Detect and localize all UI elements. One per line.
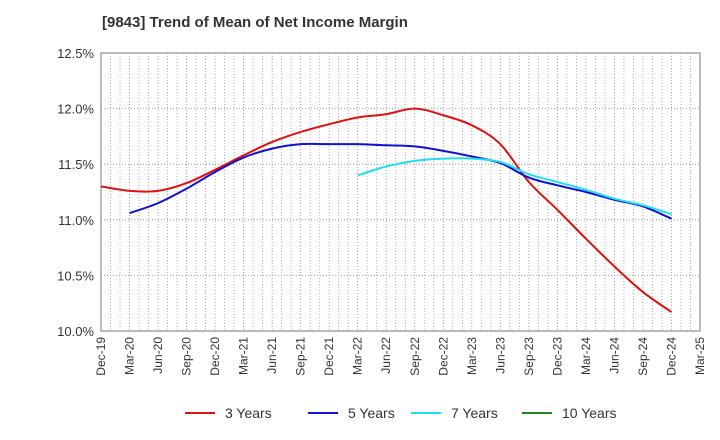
x-tick-label: Dec-22 <box>436 337 450 376</box>
x-tick-label: Jun-21 <box>265 337 279 374</box>
plot-frame <box>100 52 701 332</box>
x-tick-label: Sep-22 <box>408 337 422 376</box>
legend-label: 10 Years <box>562 405 617 421</box>
legend-swatch <box>522 412 552 414</box>
x-tick-label: Dec-20 <box>208 337 222 376</box>
x-tick-label: Jun-22 <box>379 337 393 374</box>
chart-legend: 3 Years 5 Years 7 Years 10 Years <box>0 405 720 425</box>
legend-item-5-years: 5 Years <box>308 405 395 421</box>
legend-swatch <box>308 412 338 414</box>
y-tick-label: 12.5% <box>57 46 94 61</box>
series-line-3-years <box>100 107 673 313</box>
x-tick-label: Dec-19 <box>94 337 108 376</box>
x-tick-label: Mar-20 <box>123 337 137 375</box>
x-tick-label: Sep-23 <box>522 337 536 376</box>
legend-label: 7 Years <box>451 405 498 421</box>
legend-swatch <box>185 412 215 414</box>
x-tick-label: Sep-21 <box>294 337 308 376</box>
x-tick-label: Sep-20 <box>180 337 194 376</box>
x-tick-label: Dec-21 <box>322 337 336 376</box>
x-tick-label: Dec-24 <box>664 337 678 376</box>
legend-item-7-years: 7 Years <box>411 405 498 421</box>
y-tick-label: 10.5% <box>57 268 94 283</box>
legend-item-10-years: 10 Years <box>522 405 617 421</box>
legend-item-3-years: 3 Years <box>185 405 272 421</box>
y-tick-label: 11.0% <box>58 213 94 228</box>
y-tick-label: 12.0% <box>57 102 94 117</box>
legend-label: 3 Years <box>225 405 272 421</box>
x-tick-label: Jun-24 <box>607 337 621 374</box>
x-tick-label: Mar-22 <box>351 337 365 375</box>
y-tick-label: 10.0% <box>57 324 94 339</box>
x-tick-label: Mar-25 <box>693 337 707 375</box>
x-tick-label: Jun-23 <box>493 337 507 374</box>
x-tick-label: Dec-23 <box>550 337 564 376</box>
x-tick-label: Sep-24 <box>636 337 650 376</box>
y-tick-label: 11.5% <box>58 157 94 172</box>
series-line-5-years <box>129 142 672 220</box>
legend-swatch <box>411 412 441 414</box>
x-tick-label: Mar-21 <box>237 337 251 375</box>
x-tick-label: Jun-20 <box>151 337 165 374</box>
series-line-7-years <box>357 157 672 216</box>
x-tick-label: Mar-23 <box>465 337 479 375</box>
x-tick-label: Mar-24 <box>579 337 593 375</box>
legend-label: 5 Years <box>348 405 395 421</box>
chart-title: [9843] Trend of Mean of Net Income Margi… <box>102 14 408 31</box>
